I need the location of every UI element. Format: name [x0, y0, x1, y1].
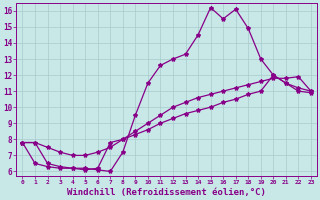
X-axis label: Windchill (Refroidissement éolien,°C): Windchill (Refroidissement éolien,°C) — [67, 188, 266, 197]
